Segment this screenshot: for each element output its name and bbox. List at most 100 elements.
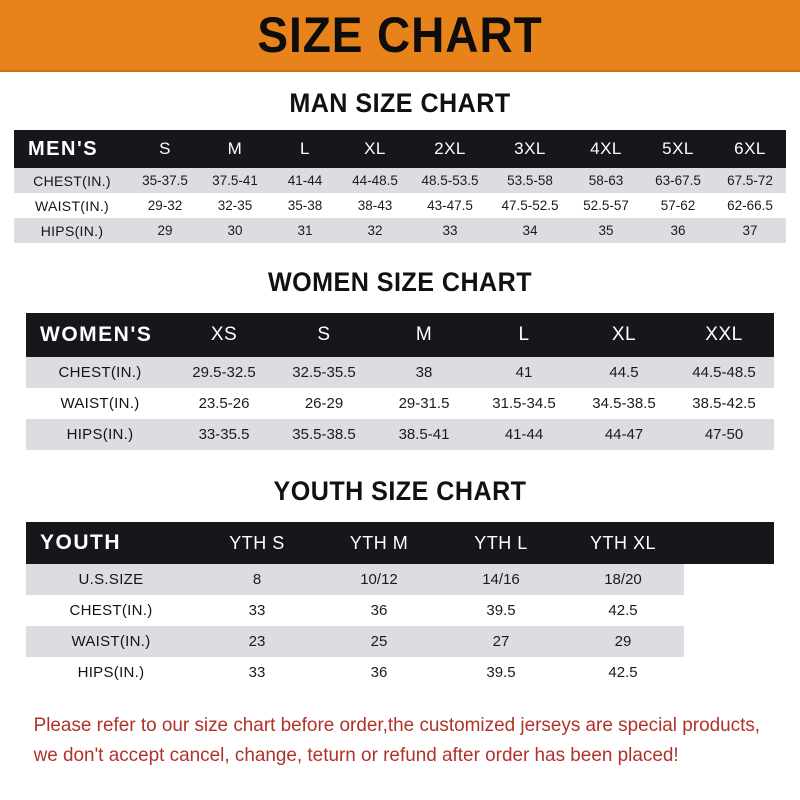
women-cell: 34.5-38.5 (574, 388, 674, 419)
youth-cell: 14/16 (440, 564, 562, 595)
women-cell: 44.5 (574, 357, 674, 388)
order-policy-note: Please refer to our size chart before or… (20, 710, 761, 770)
men-cell: 58-63 (570, 168, 642, 193)
men-cell: 67.5-72 (714, 168, 786, 193)
women-col-header: XL (574, 313, 674, 357)
men-col-header: 5XL (642, 130, 714, 168)
men-row-label: WAIST(IN.) (14, 193, 130, 218)
women-cell: 38.5-41 (374, 419, 474, 450)
order-policy-note-line-1: Please refer to our size chart before or… (33, 714, 761, 736)
women-cell: 41 (474, 357, 574, 388)
women-cell: 31.5-34.5 (474, 388, 574, 419)
youth-col-header: YTH S (196, 522, 318, 564)
women-cell: 23.5-26 (174, 388, 274, 419)
youth-cell: 36 (318, 595, 440, 626)
women-cell: 38 (374, 357, 474, 388)
women-col-header: XXL (674, 313, 774, 357)
women-col-header: M (374, 313, 474, 357)
women-cell: 33-35.5 (174, 419, 274, 450)
youth-cell-spacer (684, 595, 774, 626)
women-col-header: XS (174, 313, 274, 357)
table-row: HIPS(IN.) 29 30 31 32 33 34 35 36 37 (14, 218, 786, 243)
youth-cell: 39.5 (440, 657, 562, 688)
table-row: HIPS(IN.) 33-35.5 35.5-38.5 38.5-41 41-4… (26, 419, 774, 450)
men-cell: 43-47.5 (410, 193, 490, 218)
table-row: U.S.SIZE 8 10/12 14/16 18/20 (26, 564, 774, 595)
men-cell: 32 (340, 218, 410, 243)
men-cell: 34 (490, 218, 570, 243)
youth-row-label: U.S.SIZE (26, 564, 196, 595)
youth-cell: 42.5 (562, 595, 684, 626)
youth-cell: 29 (562, 626, 684, 657)
women-cell: 29.5-32.5 (174, 357, 274, 388)
women-row-label-header: WOMEN'S (26, 313, 174, 357)
youth-cell: 27 (440, 626, 562, 657)
youth-cell-spacer (684, 564, 774, 595)
men-row-label: HIPS(IN.) (14, 218, 130, 243)
men-col-header: L (270, 130, 340, 168)
women-col-header: L (474, 313, 574, 357)
men-cell: 37.5-41 (200, 168, 270, 193)
men-col-header: 6XL (714, 130, 786, 168)
youth-size-table: YOUTH YTH S YTH M YTH L YTH XL U.S.SIZE … (26, 522, 774, 688)
men-cell: 31 (270, 218, 340, 243)
women-cell: 44.5-48.5 (674, 357, 774, 388)
women-row-label: CHEST(IN.) (26, 357, 174, 388)
women-cell: 41-44 (474, 419, 574, 450)
youth-cell: 25 (318, 626, 440, 657)
youth-cell: 18/20 (562, 564, 684, 595)
men-col-header: 4XL (570, 130, 642, 168)
men-col-header: S (130, 130, 200, 168)
women-col-header: S (274, 313, 374, 357)
women-cell: 32.5-35.5 (274, 357, 374, 388)
youth-row-label-header: YOUTH (26, 522, 196, 564)
men-size-table: MEN'S S M L XL 2XL 3XL 4XL 5XL 6XL CHEST… (14, 130, 786, 243)
youth-cell: 8 (196, 564, 318, 595)
men-section-title: MAN SIZE CHART (289, 88, 511, 118)
men-cell: 57-62 (642, 193, 714, 218)
men-cell: 63-67.5 (642, 168, 714, 193)
table-row: WAIST(IN.) 23.5-26 26-29 29-31.5 31.5-34… (26, 388, 774, 419)
youth-col-header: YTH L (440, 522, 562, 564)
men-cell: 53.5-58 (490, 168, 570, 193)
page-banner: SIZE CHART (0, 0, 800, 72)
men-col-header: XL (340, 130, 410, 168)
table-row: WAIST(IN.) 29-32 32-35 35-38 38-43 43-47… (14, 193, 786, 218)
women-cell: 38.5-42.5 (674, 388, 774, 419)
men-cell: 32-35 (200, 193, 270, 218)
men-cell: 47.5-52.5 (490, 193, 570, 218)
men-cell: 35-37.5 (130, 168, 200, 193)
youth-cell: 10/12 (318, 564, 440, 595)
youth-section-title: YOUTH SIZE CHART (273, 476, 527, 506)
table-row: CHEST(IN.) 29.5-32.5 32.5-35.5 38 41 44.… (26, 357, 774, 388)
men-cell: 29 (130, 218, 200, 243)
youth-row-label: HIPS(IN.) (26, 657, 196, 688)
men-cell: 33 (410, 218, 490, 243)
women-row-label: HIPS(IN.) (26, 419, 174, 450)
youth-cell: 33 (196, 595, 318, 626)
women-size-table: WOMEN'S XS S M L XL XXL CHEST(IN.) 29.5-… (26, 313, 774, 450)
table-row: CHEST(IN.) 35-37.5 37.5-41 41-44 44-48.5… (14, 168, 786, 193)
youth-cell: 33 (196, 657, 318, 688)
women-row-label: WAIST(IN.) (26, 388, 174, 419)
men-cell: 30 (200, 218, 270, 243)
men-cell: 36 (642, 218, 714, 243)
men-cell: 41-44 (270, 168, 340, 193)
men-row-label-header: MEN'S (14, 130, 130, 168)
men-col-header: M (200, 130, 270, 168)
women-cell: 29-31.5 (374, 388, 474, 419)
women-cell: 26-29 (274, 388, 374, 419)
youth-size-chart-section: YOUTH SIZE CHART YOUTH YTH S YTH M YTH L… (0, 476, 800, 688)
youth-col-header: YTH XL (562, 522, 684, 564)
youth-cell-spacer (684, 657, 774, 688)
men-cell: 35 (570, 218, 642, 243)
men-cell: 37 (714, 218, 786, 243)
youth-table-header-row: YOUTH YTH S YTH M YTH L YTH XL (26, 522, 774, 564)
women-cell: 44-47 (574, 419, 674, 450)
youth-col-header: YTH M (318, 522, 440, 564)
youth-cell-spacer (684, 626, 774, 657)
men-cell: 35-38 (270, 193, 340, 218)
men-cell: 62-66.5 (714, 193, 786, 218)
women-section-title: WOMEN SIZE CHART (267, 267, 533, 297)
